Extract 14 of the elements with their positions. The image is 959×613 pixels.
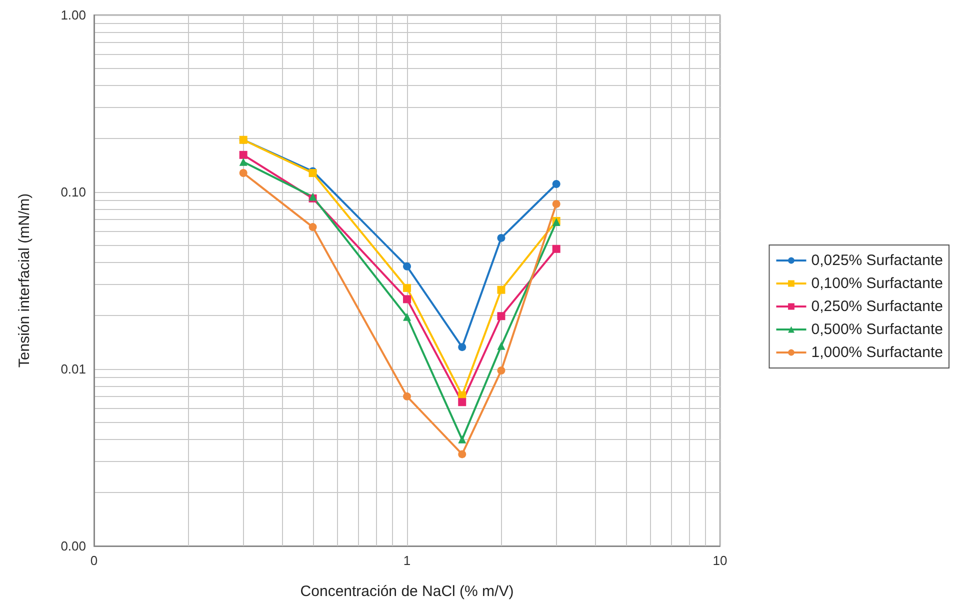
legend-label: 0,025% Surfactante bbox=[811, 252, 944, 269]
x-tick-label: 0 bbox=[90, 553, 98, 568]
x-tick-label: 1 bbox=[403, 553, 411, 568]
y-tick-label: 0.00 bbox=[60, 538, 86, 554]
y-tick-label: 1.00 bbox=[60, 8, 86, 22]
legend-label: 0,500% Surfactante bbox=[811, 321, 944, 338]
x-axis-title: Concentración de NaCl (% m/V) bbox=[300, 583, 514, 600]
legend-label: 0,250% Surfactante bbox=[811, 298, 944, 315]
y-axis-title: Tensión interfacial (mN/m) bbox=[16, 193, 33, 368]
y-tick-label: 0.10 bbox=[60, 184, 86, 200]
x-tick-label: 10 bbox=[712, 553, 728, 568]
legend-label: 0,100% Surfactante bbox=[811, 275, 944, 292]
legend-label: 1,000% Surfactante bbox=[811, 344, 944, 361]
y-tick-label: 0.01 bbox=[60, 362, 86, 376]
